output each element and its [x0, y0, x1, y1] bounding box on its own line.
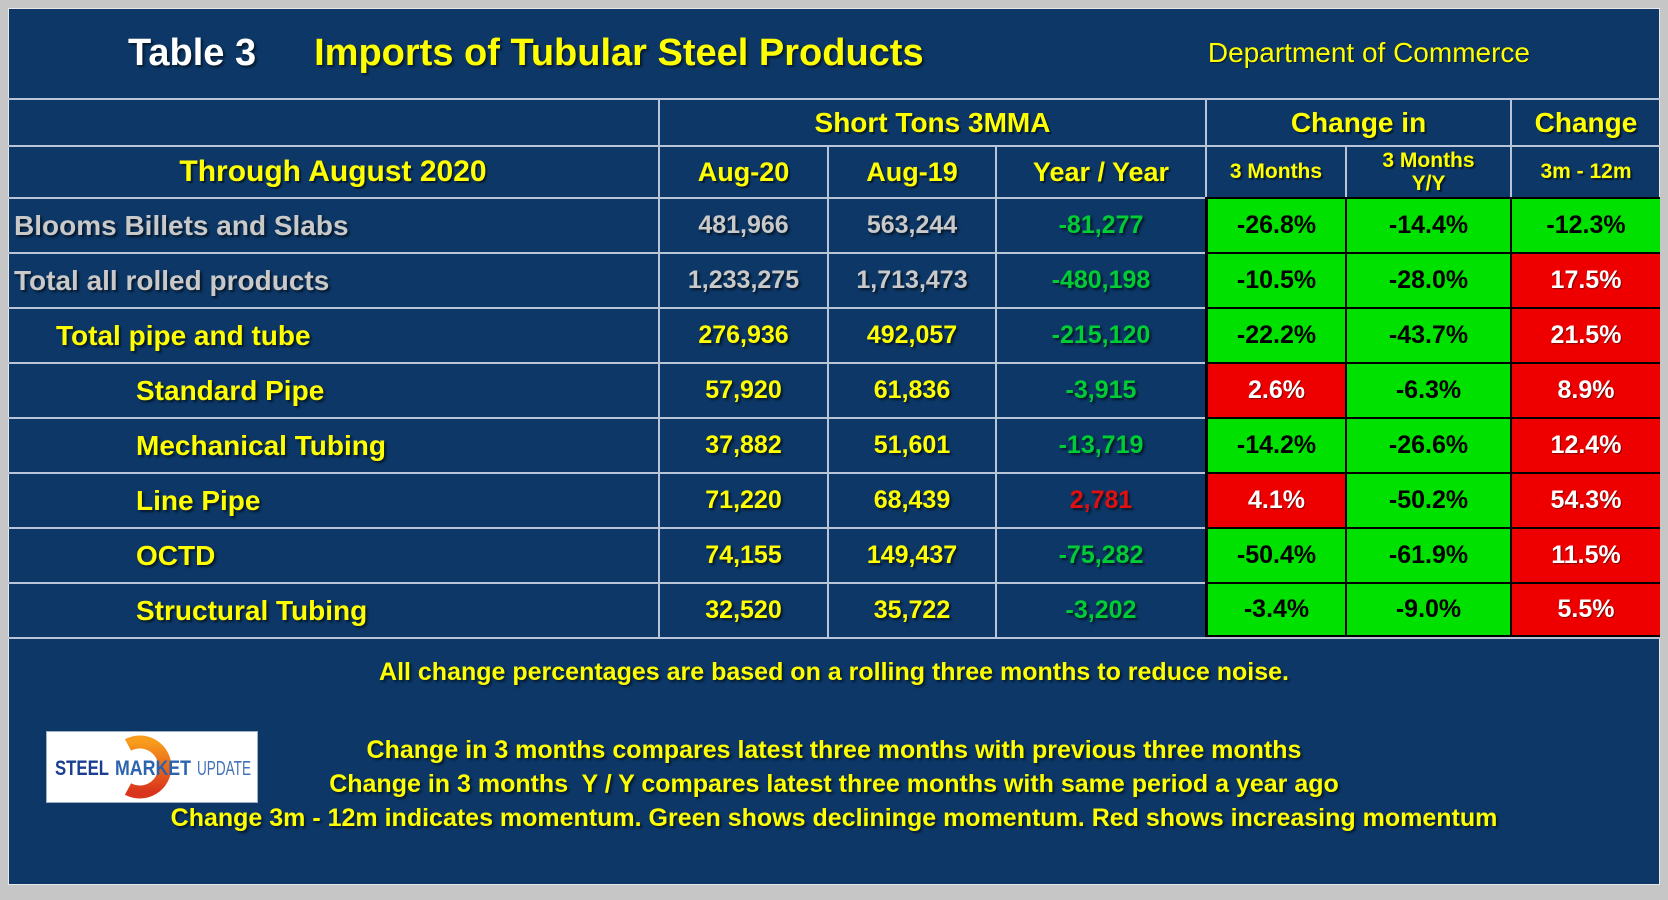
- header-col-year-over-year: Year / Year: [995, 145, 1205, 197]
- table-row: Total all rolled products 1,233,275 1,71…: [8, 252, 1660, 307]
- change-3-months-cell: -50.4%: [1205, 527, 1345, 582]
- footnote-momentum: Change 3m - 12m indicates momentum. Gree…: [170, 804, 1498, 832]
- change-3-months-cell: -14.2%: [1205, 417, 1345, 472]
- table-row: OCTD 74,155 149,437 -75,282 -50.4% -61.9…: [8, 527, 1660, 582]
- year-over-year-value: -480,198: [995, 252, 1205, 307]
- header-col-3-months: 3 Months: [1205, 145, 1345, 197]
- change-3m-12m-cell: 11.5%: [1510, 527, 1660, 582]
- footnote-rolling: All change percentages are based on a ro…: [379, 658, 1289, 686]
- table-row: Line Pipe 71,220 68,439 2,781 4.1% -50.2…: [8, 472, 1660, 527]
- change-3-months-cell: 4.1%: [1205, 472, 1345, 527]
- steel-market-update-logo: STEEL MARKET UPDATE: [46, 731, 258, 803]
- aug20-value: 276,936: [658, 307, 827, 362]
- table-row: Structural Tubing 32,520 35,722 -3,202 -…: [8, 582, 1660, 637]
- footnote-change-3m: Change in 3 months compares latest three…: [366, 736, 1302, 764]
- logo-word-steel: STEEL: [55, 757, 109, 780]
- change-3-months-cell: -10.5%: [1205, 252, 1345, 307]
- change-3-months-yy-cell: -9.0%: [1345, 582, 1510, 637]
- row-label: Line Pipe: [8, 472, 658, 527]
- aug20-value: 1,233,275: [658, 252, 827, 307]
- change-3-months-yy-cell: -6.3%: [1345, 362, 1510, 417]
- aug19-value: 149,437: [827, 527, 995, 582]
- aug20-value: 37,882: [658, 417, 827, 472]
- year-over-year-value: -215,120: [995, 307, 1205, 362]
- aug19-value: 68,439: [827, 472, 995, 527]
- table-row: Mechanical Tubing 37,882 51,601 -13,719 …: [8, 417, 1660, 472]
- header-group-empty: [8, 100, 658, 145]
- aug19-value: 1,713,473: [827, 252, 995, 307]
- row-label: Total all rolled products: [8, 252, 658, 307]
- aug19-value: 61,836: [827, 362, 995, 417]
- footnote-change-3m-yy: Change in 3 months Y / Y compares latest…: [329, 770, 1339, 798]
- logo-word-update: UPDATE: [197, 758, 251, 780]
- change-3-months-yy-cell: -14.4%: [1345, 197, 1510, 252]
- aug20-value: 57,920: [658, 362, 827, 417]
- row-label: Standard Pipe: [8, 362, 658, 417]
- year-over-year-value: -13,719: [995, 417, 1205, 472]
- header-col-aug20: Aug-20: [658, 145, 827, 197]
- logo-word-market: MARKET: [115, 757, 191, 780]
- change-3-months-yy-cell: -28.0%: [1345, 252, 1510, 307]
- table-number-label: Table 3: [128, 31, 257, 74]
- table-body: Blooms Billets and Slabs 481,966 563,244…: [8, 197, 1660, 637]
- change-3-months-cell: -3.4%: [1205, 582, 1345, 637]
- aug19-value: 492,057: [827, 307, 995, 362]
- imports-table-sheet: Table 3 Imports of Tubular Steel Product…: [8, 8, 1660, 885]
- table-row: Total pipe and tube 276,936 492,057 -215…: [8, 307, 1660, 362]
- data-source-label: Department of Commerce: [1207, 37, 1530, 68]
- change-3-months-cell: -26.8%: [1205, 197, 1345, 252]
- change-3m-12m-cell: -12.3%: [1510, 197, 1660, 252]
- aug19-value: 51,601: [827, 417, 995, 472]
- year-over-year-value: -3,915: [995, 362, 1205, 417]
- header-col-aug19: Aug-19: [827, 145, 995, 197]
- change-3-months-yy-cell: -50.2%: [1345, 472, 1510, 527]
- row-label: Mechanical Tubing: [8, 417, 658, 472]
- aug20-value: 71,220: [658, 472, 827, 527]
- aug20-value: 481,966: [658, 197, 827, 252]
- header-col-3m-12m: 3m - 12m: [1510, 145, 1660, 197]
- change-3m-12m-cell: 8.9%: [1510, 362, 1660, 417]
- change-3-months-yy-cell: -26.6%: [1345, 417, 1510, 472]
- year-over-year-value: -81,277: [995, 197, 1205, 252]
- row-label: Total pipe and tube: [8, 307, 658, 362]
- aug20-value: 74,155: [658, 527, 827, 582]
- row-label: Blooms Billets and Slabs: [8, 197, 658, 252]
- change-3m-12m-cell: 12.4%: [1510, 417, 1660, 472]
- header-group-short-tons: Short Tons 3MMA: [658, 100, 1205, 145]
- header-group-change: Change: [1510, 100, 1660, 145]
- row-label: Structural Tubing: [8, 582, 658, 637]
- table-row: Standard Pipe 57,920 61,836 -3,915 2.6% …: [8, 362, 1660, 417]
- change-3-months-cell: 2.6%: [1205, 362, 1345, 417]
- steel-market-update-logo-graphic: STEEL MARKET UPDATE: [55, 735, 251, 799]
- table-row: Blooms Billets and Slabs 481,966 563,244…: [8, 197, 1660, 252]
- aug19-value: 563,244: [827, 197, 995, 252]
- change-3-months-cell: -22.2%: [1205, 307, 1345, 362]
- header-col-3-months-yy: 3 Months Y/Y: [1345, 145, 1510, 197]
- change-3-months-yy-cell: -61.9%: [1345, 527, 1510, 582]
- page-title: Imports of Tubular Steel Products: [314, 31, 924, 74]
- header-group-change-in: Change in: [1205, 100, 1510, 145]
- year-over-year-value: -3,202: [995, 582, 1205, 637]
- change-3m-12m-cell: 54.3%: [1510, 472, 1660, 527]
- footer: All change percentages are based on a ro…: [8, 637, 1660, 885]
- header-group-row: Short Tons 3MMA Change in Change: [8, 100, 1660, 145]
- logo-crescent-icon: [124, 735, 172, 799]
- title-bar: Table 3 Imports of Tubular Steel Product…: [8, 8, 1660, 100]
- year-over-year-value: -75,282: [995, 527, 1205, 582]
- aug19-value: 35,722: [827, 582, 995, 637]
- header-period: Through August 2020: [8, 145, 658, 197]
- aug20-value: 32,520: [658, 582, 827, 637]
- change-3m-12m-cell: 21.5%: [1510, 307, 1660, 362]
- change-3m-12m-cell: 17.5%: [1510, 252, 1660, 307]
- change-3m-12m-cell: 5.5%: [1510, 582, 1660, 637]
- header-columns-row: Through August 2020 Aug-20 Aug-19 Year /…: [8, 145, 1660, 197]
- change-3-months-yy-cell: -43.7%: [1345, 307, 1510, 362]
- year-over-year-value: 2,781: [995, 472, 1205, 527]
- row-label: OCTD: [8, 527, 658, 582]
